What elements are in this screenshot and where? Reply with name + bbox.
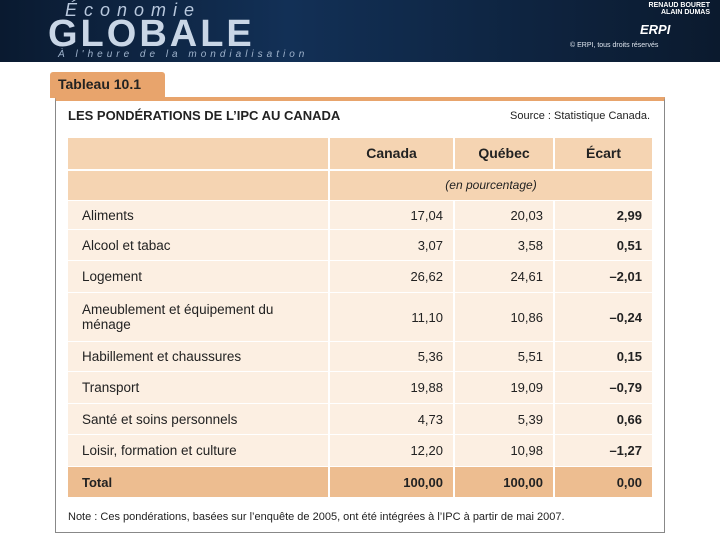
- unit-note: (en pourcentage): [330, 171, 652, 200]
- header-blank: [68, 171, 328, 200]
- author: RENAUD BOURET: [648, 2, 710, 9]
- value-cell: 0,66: [555, 404, 652, 434]
- value-cell: 26,62: [330, 261, 453, 292]
- author: ALAIN DUMAS: [661, 9, 710, 16]
- value-cell: 0,15: [555, 342, 652, 371]
- value-cell: 17,04: [330, 201, 453, 229]
- tab-label: Tableau 10.1: [58, 76, 142, 92]
- panel: [55, 97, 665, 533]
- row-label: Aliments: [68, 201, 328, 229]
- value-cell: 11,10: [330, 293, 453, 341]
- row-label: Ameublement et équipement du ménage: [68, 293, 328, 341]
- value-cell: 5,36: [330, 342, 453, 371]
- value-cell: 20,03: [455, 201, 553, 229]
- publisher: ERPI: [640, 22, 671, 37]
- value-cell: 5,39: [455, 404, 553, 434]
- table-source: Source : Statistique Canada.: [510, 110, 651, 122]
- value-cell: –0,24: [555, 293, 652, 341]
- value-cell: 10,86: [455, 293, 553, 341]
- row-label: Loisir, formation et culture: [68, 435, 328, 466]
- value-cell: –2,01: [555, 261, 652, 292]
- total-value: 100,00: [330, 467, 453, 497]
- value-cell: 2,99: [555, 201, 652, 229]
- banner: Économie GLOBALE À l'heure de la mondial…: [0, 0, 720, 62]
- value-cell: 5,51: [455, 342, 553, 371]
- value-cell: 4,73: [330, 404, 453, 434]
- title-top: Économie: [65, 0, 202, 20]
- value-cell: –0,79: [555, 372, 652, 403]
- value-cell: 10,98: [455, 435, 553, 466]
- value-cell: 19,09: [455, 372, 553, 403]
- column-header: Écart: [555, 138, 652, 169]
- row-label: Transport: [68, 372, 328, 403]
- value-cell: 24,61: [455, 261, 553, 292]
- total-value: 100,00: [455, 467, 553, 497]
- value-cell: 3,58: [455, 230, 553, 260]
- total-value: 0,00: [555, 467, 652, 497]
- row-label: Logement: [68, 261, 328, 292]
- value-cell: 12,20: [330, 435, 453, 466]
- tab: Tableau 10.1: [50, 72, 165, 98]
- row-label: Habillement et chaussures: [68, 342, 328, 371]
- value-cell: 0,51: [555, 230, 652, 260]
- total-label: Total: [68, 467, 328, 497]
- table-title: LES PONDÉRATIONS DE L’IPC AU CANADA: [68, 108, 341, 123]
- column-header: Québec: [455, 138, 553, 169]
- table-note: Note : Ces pondérations, basées sur l’en…: [68, 511, 565, 523]
- title-main: GLOBALE: [48, 13, 255, 55]
- value-cell: 3,07: [330, 230, 453, 260]
- column-header: Canada: [330, 138, 453, 169]
- value-cell: –1,27: [555, 435, 652, 466]
- header-blank: [68, 138, 328, 169]
- value-cell: 19,88: [330, 372, 453, 403]
- row-label: Alcool et tabac: [68, 230, 328, 260]
- authors: RENAUD BOURET ALAIN DUMAS: [600, 2, 710, 16]
- row-label: Santé et soins personnels: [68, 404, 328, 434]
- subtitle: À l'heure de la mondialisation: [58, 49, 309, 60]
- copyright: © ERPI, tous droits réservés: [570, 42, 659, 49]
